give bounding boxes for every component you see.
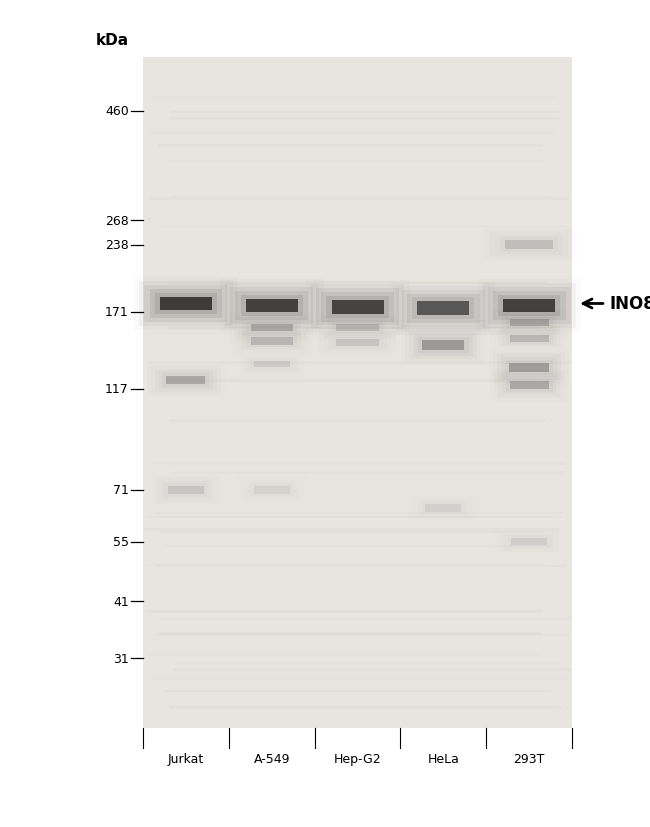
Text: A-549: A-549: [254, 753, 290, 766]
Text: 31: 31: [113, 652, 129, 665]
Text: 238: 238: [105, 239, 129, 251]
Text: 171: 171: [105, 306, 129, 318]
Text: 71: 71: [113, 484, 129, 497]
Text: kDa: kDa: [96, 33, 129, 48]
Text: 293T: 293T: [514, 753, 545, 766]
Text: Hep-G2: Hep-G2: [333, 753, 382, 766]
Text: 117: 117: [105, 383, 129, 395]
Text: 55: 55: [112, 536, 129, 548]
Text: Jurkat: Jurkat: [168, 753, 204, 766]
Text: HeLa: HeLa: [427, 753, 460, 766]
Text: INO80: INO80: [610, 295, 650, 313]
Text: 268: 268: [105, 215, 129, 227]
Text: 460: 460: [105, 105, 129, 118]
Text: 41: 41: [113, 595, 129, 608]
